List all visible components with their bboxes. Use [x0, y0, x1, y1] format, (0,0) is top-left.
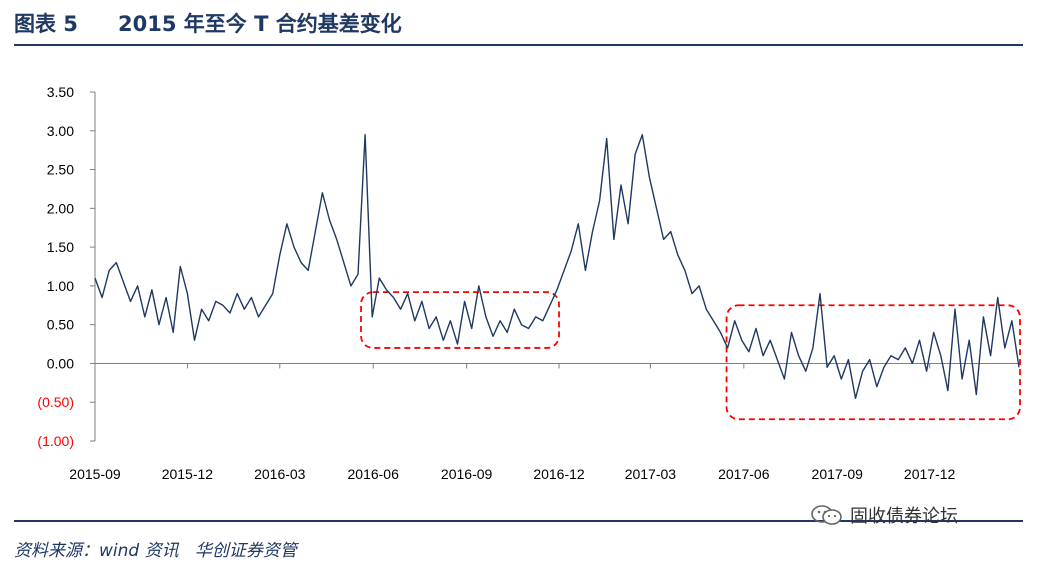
y-tick-label: 3.00 — [47, 123, 74, 139]
x-tick-label: 2017-03 — [625, 466, 677, 482]
basis-line-chart: 3.50 3.00 2.50 2.00 1.50 1.00 0.50 0.00 (0.50) (1… — [37, 84, 1021, 482]
x-tick-label: 2016-03 — [254, 466, 306, 482]
x-tick-label: 2017-06 — [718, 466, 770, 482]
x-tick-label: 2017-12 — [904, 466, 956, 482]
x-tick-label: 2017-09 — [812, 466, 864, 482]
x-tick-label: 2016-06 — [348, 466, 400, 482]
source-note: 资料来源：wind 资讯 华创证券资管 — [14, 536, 297, 561]
watermark: 固收债券论坛 — [810, 502, 958, 528]
series-line-basis — [94, 133, 1020, 399]
footer-divider — [14, 520, 1023, 522]
chart-header: 图表 5 2015 年至今 T 合约基差变化 — [14, 6, 402, 40]
y-tick-label: 1.00 — [47, 278, 74, 294]
x-tick-label: 2016-09 — [441, 466, 493, 482]
chart-title: 2015 年至今 T 合约基差变化 — [118, 12, 402, 36]
y-tick-label: 3.50 — [47, 84, 74, 100]
figure-number: 图表 5 — [14, 12, 78, 36]
header-divider — [14, 44, 1023, 46]
y-tick-label: 0.00 — [47, 355, 74, 371]
y-tick-label: (1.00) — [37, 433, 74, 449]
highlight-box — [360, 291, 560, 349]
y-tick-label: 0.50 — [47, 317, 74, 333]
chart-axes — [94, 92, 1020, 441]
y-axis-ticks: 3.50 3.00 2.50 2.00 1.50 1.00 0.50 0.00 (0.50) (1… — [37, 84, 95, 449]
x-tick-label: 2016-12 — [533, 466, 585, 482]
y-tick-label: 1.50 — [47, 239, 74, 255]
highlight-box — [725, 304, 1021, 421]
y-tick-label: (0.50) — [37, 394, 74, 410]
x-tick-label: 2015-12 — [162, 466, 214, 482]
source-label: 资料来源：wind 资讯 — [14, 541, 179, 561]
y-tick-label: 2.50 — [47, 162, 74, 178]
series-layer — [94, 133, 1020, 399]
x-tick-label: 2015-09 — [69, 466, 121, 482]
source-org: 华创证券资管 — [194, 541, 297, 561]
watermark-text: 固收债券论坛 — [850, 506, 958, 527]
highlight-boxes — [360, 291, 1021, 421]
wechat-icon — [811, 505, 842, 525]
y-tick-label: 2.00 — [47, 200, 74, 216]
x-axis-ticks: 2015-09 2015-12 2016-03 2016-06 2016-09 2016-… — [69, 363, 956, 482]
